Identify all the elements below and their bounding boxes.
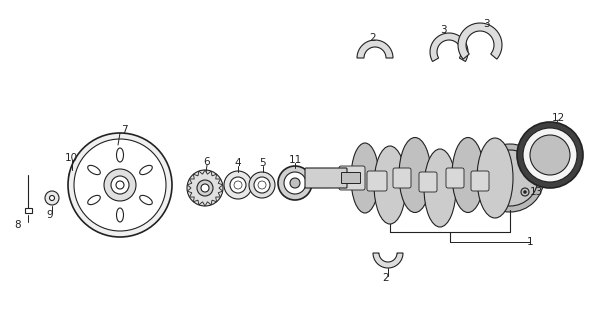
Circle shape [104,169,136,201]
Circle shape [278,166,312,200]
Circle shape [517,122,583,188]
Polygon shape [373,253,403,268]
FancyBboxPatch shape [471,171,489,191]
Text: 3: 3 [440,25,446,35]
Text: 11: 11 [288,155,302,165]
FancyBboxPatch shape [446,168,464,188]
Text: 1: 1 [527,237,533,247]
Circle shape [290,178,300,188]
Text: 7: 7 [120,125,128,135]
Polygon shape [430,33,468,61]
Ellipse shape [374,146,406,224]
Circle shape [284,172,306,194]
Ellipse shape [351,143,379,213]
Text: 9: 9 [46,210,53,220]
Circle shape [68,133,172,237]
FancyBboxPatch shape [419,172,437,192]
FancyBboxPatch shape [339,166,365,190]
Circle shape [116,181,124,189]
FancyBboxPatch shape [342,172,361,183]
Circle shape [187,170,223,206]
FancyBboxPatch shape [305,168,347,188]
Ellipse shape [88,165,100,175]
Circle shape [523,128,577,182]
Ellipse shape [424,149,456,227]
Circle shape [45,191,59,205]
Text: 10: 10 [64,153,77,163]
Polygon shape [187,170,223,206]
Circle shape [230,177,246,193]
Circle shape [254,177,270,193]
Circle shape [197,180,213,196]
Circle shape [201,184,209,192]
Circle shape [69,172,75,178]
Text: 5: 5 [260,158,266,168]
Text: 4: 4 [235,158,241,168]
Ellipse shape [88,196,100,204]
Circle shape [476,144,544,212]
Circle shape [74,139,166,231]
Ellipse shape [139,165,153,175]
Circle shape [482,150,538,206]
Ellipse shape [116,148,123,162]
Circle shape [249,172,275,198]
Ellipse shape [399,138,431,212]
Ellipse shape [116,208,123,222]
Circle shape [523,190,526,194]
FancyBboxPatch shape [24,207,32,212]
Polygon shape [458,23,502,59]
Text: 8: 8 [15,220,21,230]
Circle shape [49,196,54,201]
Circle shape [234,181,242,189]
Ellipse shape [477,138,513,218]
Text: 13: 13 [529,187,542,197]
Circle shape [224,171,252,199]
Text: 3: 3 [483,19,489,29]
FancyBboxPatch shape [367,171,387,191]
Ellipse shape [139,196,153,204]
Circle shape [521,188,529,196]
Text: 2: 2 [383,273,389,283]
Text: 2: 2 [370,33,376,43]
Circle shape [530,135,570,175]
Circle shape [111,176,129,194]
FancyBboxPatch shape [393,168,411,188]
Circle shape [258,181,266,189]
Text: 6: 6 [204,157,210,167]
Ellipse shape [452,138,484,212]
Polygon shape [357,40,393,58]
Text: 12: 12 [551,113,564,123]
